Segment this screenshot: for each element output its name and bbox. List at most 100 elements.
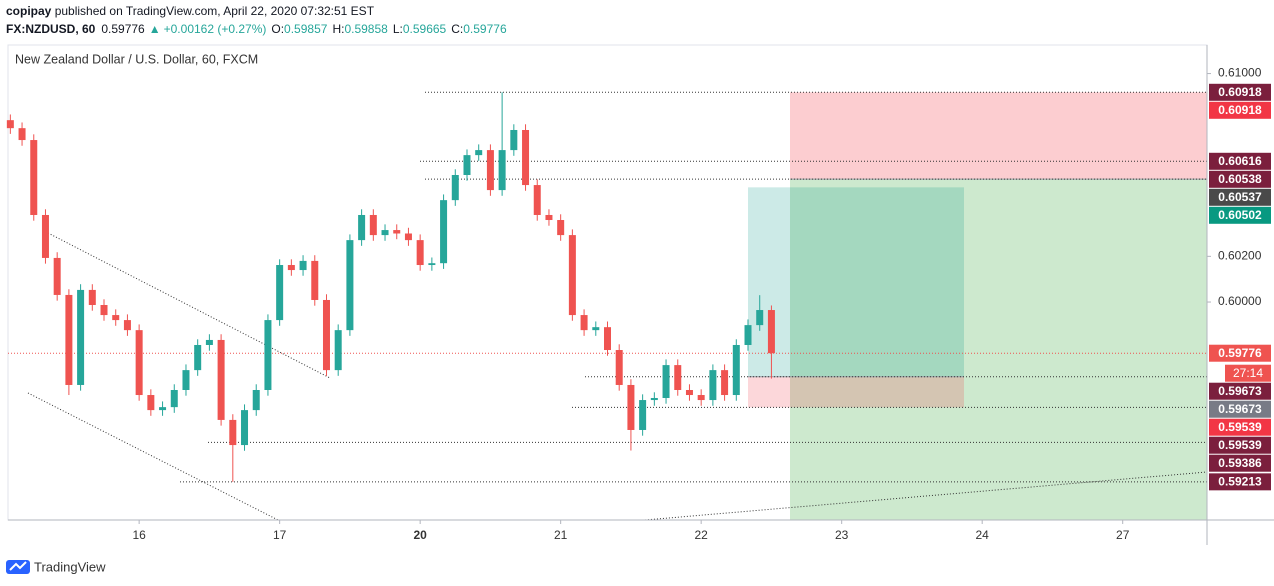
chart-title: New Zealand Dollar / U.S. Dollar, 60, FX… — [15, 52, 258, 66]
candle-body — [615, 350, 623, 385]
candle-body — [287, 265, 295, 271]
candle-body — [685, 389, 693, 396]
last: 0.59776 — [101, 22, 145, 36]
trend-line — [27, 392, 279, 521]
price-label: 0.60537 — [1218, 190, 1262, 204]
ohlc-value: 0.59858 — [344, 22, 388, 36]
candle-body — [604, 327, 611, 351]
candle-body — [135, 330, 143, 396]
header-line-2: FX:NZDUSD, 60 0.59776 ▲ +0.00162 (+0.27%) O:… — [6, 22, 507, 36]
author: copipay — [6, 4, 52, 18]
candle-body — [393, 230, 401, 234]
candle-body — [639, 400, 647, 430]
candle-body — [533, 185, 541, 215]
price-label-bg — [1209, 382, 1271, 400]
stop-zone — [748, 376, 964, 408]
candle-body — [194, 344, 202, 371]
price-label-bg — [1209, 101, 1271, 119]
candle-body — [170, 389, 178, 408]
x-tick-label: 17 — [273, 528, 287, 542]
footer-brand: TradingView — [34, 559, 106, 574]
x-tick-label: 21 — [554, 528, 568, 542]
symbol: FX:NZDUSD, 60 — [6, 22, 96, 36]
ohlc-value: 0.59857 — [284, 22, 328, 36]
price-label-bg — [1209, 83, 1271, 101]
target-zone — [790, 92, 1207, 180]
candle-body — [416, 240, 424, 266]
candle-body — [662, 365, 670, 398]
candle-body — [241, 410, 249, 446]
candle-body — [486, 150, 494, 191]
price-label-bg — [1209, 400, 1271, 418]
candle-body — [767, 310, 775, 354]
candle-body — [674, 365, 682, 390]
candle-body — [498, 150, 506, 191]
candle-body — [123, 320, 131, 331]
countdown-bg — [1225, 364, 1271, 382]
candle-body — [322, 299, 330, 371]
price-label-bg — [1209, 170, 1271, 188]
candle-body — [6, 120, 14, 129]
change-arrow: ▲ — [149, 22, 161, 36]
candle-body — [568, 235, 576, 316]
price-label-bg — [1209, 418, 1271, 436]
candle-body — [147, 395, 155, 411]
candle-body — [463, 155, 471, 176]
candle-body — [451, 175, 459, 201]
candle-body — [650, 397, 658, 401]
published: published on TradingView.com, April 22, … — [51, 4, 374, 18]
price-label: 0.59673 — [1218, 402, 1262, 416]
candle-body — [580, 315, 588, 331]
candle-body — [77, 289, 85, 385]
price-label: 0.60502 — [1218, 208, 1262, 222]
profit-zone — [790, 179, 1207, 520]
trend-line — [47, 232, 331, 379]
candle-body — [428, 263, 436, 266]
trend-line — [644, 471, 1208, 521]
candle-body — [369, 214, 377, 236]
candle-body — [721, 370, 729, 396]
x-tick-label: 27 — [1116, 528, 1130, 542]
candle-body — [709, 370, 717, 401]
candle-body — [697, 395, 705, 401]
x-tick-label: 24 — [976, 528, 990, 542]
candle-body — [276, 265, 284, 321]
price-label: 0.59776 — [1218, 346, 1262, 360]
candle-body — [88, 289, 96, 306]
ohlc-label: H: — [332, 22, 344, 36]
price-label-bg — [1209, 436, 1271, 454]
price-label: 0.59539 — [1218, 438, 1262, 452]
candle-body — [732, 344, 740, 396]
candle-body — [522, 129, 530, 186]
candle-body — [510, 129, 518, 151]
price-label-bg — [1209, 454, 1271, 472]
header-line-1: copipay published on TradingView.com, Ap… — [6, 4, 375, 18]
x-tick-label: 16 — [132, 528, 146, 542]
candle-body — [756, 310, 764, 326]
ohlc-value: 0.59665 — [403, 22, 447, 36]
price-label-bg — [1209, 206, 1271, 224]
price-label: 0.59213 — [1218, 475, 1262, 489]
candle-body — [65, 294, 73, 385]
price-label: 0.59673 — [1218, 384, 1262, 398]
candle-body — [404, 233, 412, 241]
candle-body — [159, 407, 167, 411]
price-label: 0.60918 — [1218, 103, 1262, 117]
x-tick-label: 20 — [413, 528, 427, 542]
candle-body — [112, 315, 120, 321]
candle-body — [182, 370, 190, 390]
candle-body — [30, 140, 38, 215]
price-label-bg — [1209, 188, 1271, 206]
candle-body — [744, 325, 752, 345]
candle-body — [358, 214, 366, 241]
candle-body — [311, 260, 319, 300]
ohlc-label: L: — [393, 22, 403, 36]
ohlc-value: 0.59776 — [463, 22, 507, 36]
ohlc-label: O: — [271, 22, 284, 36]
candle-body — [545, 214, 553, 221]
candle-body — [18, 128, 26, 141]
tools — [8, 91, 1207, 520]
change: +0.00162 (+0.27%) — [164, 22, 267, 36]
